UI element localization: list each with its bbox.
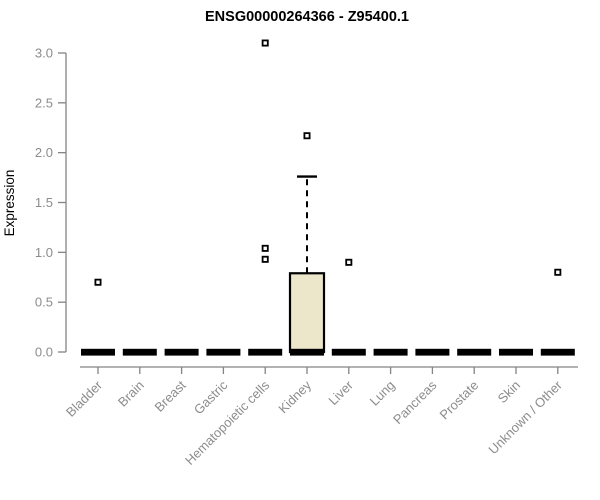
median-bar bbox=[164, 348, 199, 356]
outlier-point bbox=[303, 132, 311, 140]
median-bar bbox=[373, 348, 408, 356]
outlier-point bbox=[554, 268, 562, 276]
boxplot-lung bbox=[373, 348, 408, 356]
y-tick-label: 1.0 bbox=[35, 245, 53, 260]
boxplot-prostate bbox=[457, 348, 492, 356]
median-bar bbox=[81, 348, 115, 356]
y-tick-label: 2.5 bbox=[35, 95, 53, 110]
y-tick-label: 3.0 bbox=[35, 46, 53, 61]
x-tick-label: Prostate bbox=[436, 378, 481, 423]
x-tick-label: Brain bbox=[115, 378, 147, 410]
iqr-box bbox=[288, 272, 326, 354]
x-tick-label: Pancreas bbox=[390, 377, 440, 427]
median-bar bbox=[122, 348, 157, 356]
boxplot-hematopoietic-cells bbox=[248, 39, 283, 356]
x-tick-label: Skin bbox=[495, 378, 523, 406]
y-tick-label: 0.0 bbox=[35, 345, 53, 360]
boxplot-brain bbox=[122, 348, 157, 356]
y-tick-label: 1.5 bbox=[35, 195, 53, 210]
boxplot-kidney bbox=[288, 132, 326, 356]
median-bar bbox=[206, 348, 241, 356]
x-tick-label: Liver bbox=[325, 377, 356, 408]
x-tick-label: Gastric bbox=[191, 377, 231, 417]
x-tick-label: Kidney bbox=[275, 377, 314, 416]
outlier-point bbox=[94, 278, 102, 286]
outlier-point bbox=[261, 39, 269, 47]
x-tick-label: Lung bbox=[367, 378, 398, 409]
median-bar bbox=[290, 348, 324, 356]
median-bar bbox=[415, 348, 450, 356]
outlier-point bbox=[345, 258, 353, 266]
median-bar bbox=[248, 348, 283, 356]
y-axis-label: Expression bbox=[2, 170, 17, 237]
x-tick-label: Bladder bbox=[63, 377, 106, 420]
median-bar bbox=[499, 348, 533, 356]
boxplot-pancreas bbox=[415, 348, 450, 356]
boxplot-gastric bbox=[206, 348, 241, 356]
boxplot-unknown-other bbox=[540, 268, 575, 356]
boxplot-liver bbox=[331, 258, 366, 356]
boxplot-breast bbox=[164, 348, 199, 356]
chart-title: ENSG00000264366 - Z95400.1 bbox=[205, 9, 409, 25]
boxplot-skin bbox=[499, 348, 533, 356]
outlier-point bbox=[261, 244, 269, 252]
outlier-point bbox=[261, 255, 269, 263]
median-bar bbox=[540, 348, 575, 356]
median-bar bbox=[331, 348, 366, 356]
median-bar bbox=[457, 348, 492, 356]
box-marks bbox=[81, 39, 575, 356]
y-tick-label: 0.5 bbox=[35, 295, 53, 310]
boxplot-bladder bbox=[81, 278, 115, 356]
y-tick-label: 2.0 bbox=[35, 145, 53, 160]
x-tick-label: Breast bbox=[152, 377, 189, 414]
x-tick-label: Unknown / Other bbox=[485, 377, 565, 457]
